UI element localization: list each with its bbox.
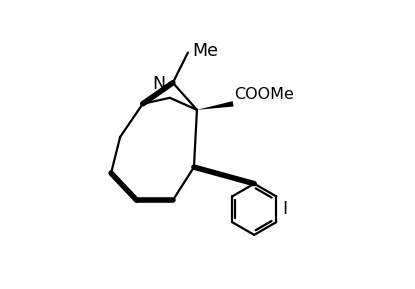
Text: I: I: [282, 200, 287, 218]
Text: COOMe: COOMe: [234, 87, 295, 102]
Text: N: N: [152, 75, 165, 93]
Polygon shape: [197, 101, 234, 110]
Text: Me: Me: [193, 42, 218, 60]
